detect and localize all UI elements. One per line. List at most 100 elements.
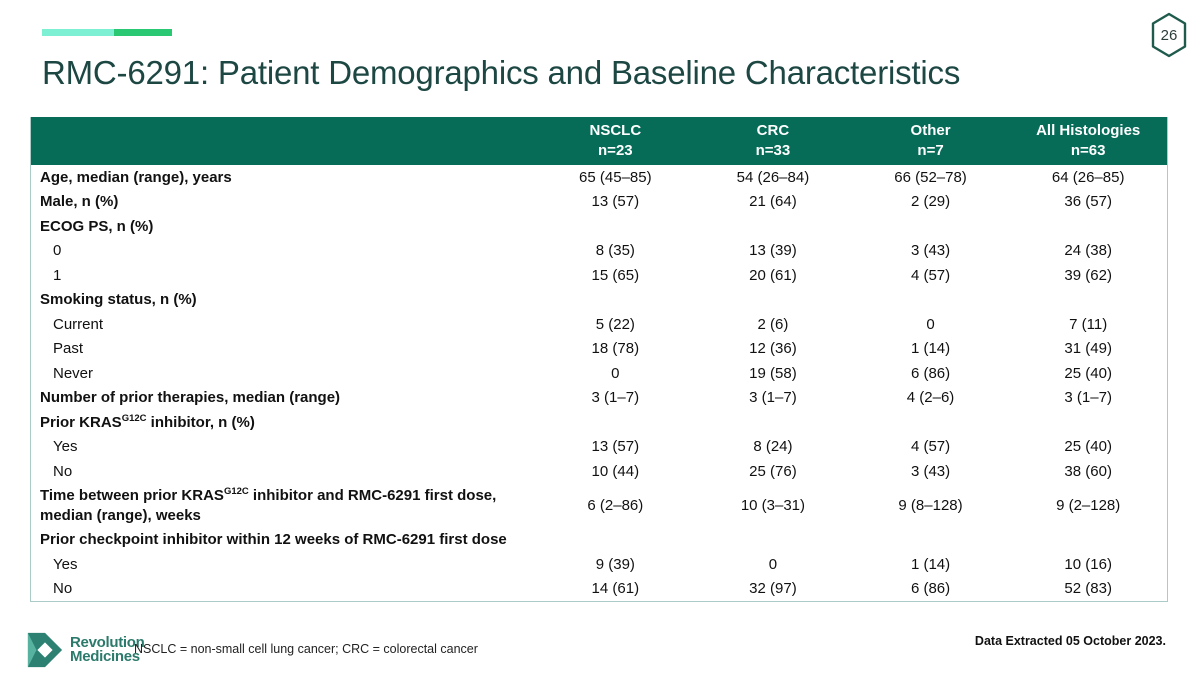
footnote: NSCLC = non-small cell lung cancer; CRC … (134, 642, 478, 656)
cell-value: 12 (36) (749, 340, 797, 357)
cell-value: 20 (61) (749, 266, 797, 284)
row-label: Prior checkpoint inhibitor within 12 wee… (40, 531, 507, 548)
row-label: Male, n (%) (40, 193, 119, 210)
cell-value: 25 (76) (749, 462, 797, 480)
table-row: Current 5 (22) 2 (6) 0 7 (11) (31, 312, 1167, 337)
hexagon-outline-icon (1151, 12, 1187, 58)
cell-value: 15 (65) (591, 266, 640, 284)
cell-value (537, 288, 695, 313)
table-row: No 10 (44) 25 (76) 3 (43) 38 (60) (31, 459, 1167, 484)
cell-value: 10 (16) (1064, 555, 1112, 573)
column-header: CRC n=33 (694, 117, 852, 165)
row-label: No (53, 462, 73, 480)
row-label: 1 (53, 266, 62, 284)
cell-value: 54 (26–84) (736, 168, 810, 186)
cell-value (852, 288, 1010, 313)
cell-value (1009, 528, 1167, 553)
cell-value: 66 (52–78) (894, 168, 967, 186)
cell-value: 7 (11) (1069, 315, 1108, 333)
row-label: No (53, 580, 73, 597)
cell-value: 3 (1–7) (591, 389, 640, 406)
cell-value: 9 (2–128) (1056, 496, 1121, 514)
cell-value: 4 (57) (910, 438, 951, 455)
cell-value: 0 (926, 315, 935, 333)
table-header: NSCLC n=23 CRC n=33 Other n=7 All Histologies n… (31, 117, 1167, 165)
row-label: Number of prior therapies, median (range… (40, 389, 341, 406)
revolution-medicines-arrow-icon (27, 632, 63, 668)
cell-value: 52 (83) (1064, 580, 1112, 597)
cell-value: 19 (58) (749, 364, 797, 382)
column-header-empty (31, 117, 537, 165)
cell-value: 2 (6) (757, 315, 789, 333)
column-header: NSCLC n=23 (536, 117, 695, 165)
cell-value (694, 528, 852, 553)
row-label: Prior KRASG12C inhibitor, n (%) (40, 412, 255, 431)
cell-value: 8 (35) (595, 242, 635, 259)
table-row: Male, n (%) 13 (57) 21 (64) 2 (29) 36 (57) (31, 190, 1167, 215)
cell-value: 4 (2–6) (906, 389, 955, 406)
logo-text: Revolution Medicines (70, 633, 145, 665)
cell-value: 36 (57) (1064, 193, 1112, 210)
cell-value: 31 (49) (1064, 340, 1112, 357)
row-label: 0 (53, 242, 62, 259)
cell-value: 0 (768, 555, 778, 573)
cell-value (537, 528, 695, 553)
table-row: Number of prior therapies, median (range… (31, 386, 1167, 411)
row-label: Current (53, 315, 104, 333)
cell-value: 5 (22) (595, 315, 635, 333)
cell-value: 13 (57) (591, 438, 640, 455)
cell-value: 3 (1–7) (749, 389, 797, 406)
accent-bar (42, 29, 172, 36)
table-row: Age, median (range), years 65 (45–85) 54 (… (31, 165, 1167, 190)
cell-value: 21 (64) (749, 193, 797, 210)
table-row: Prior checkpoint inhibitor within 12 wee… (31, 528, 1167, 553)
cell-value: 6 (86) (910, 364, 951, 382)
cell-value: 39 (62) (1064, 266, 1112, 284)
table-row: Yes 9 (39) 0 1 (14) 10 (16) (31, 552, 1167, 577)
row-label: Yes (53, 438, 78, 455)
logo-line1: Revolution (70, 633, 145, 651)
cell-value: 3 (43) (910, 242, 951, 259)
accent-bar-green-segment (113, 29, 172, 36)
table-row: Smoking status, n (%) (31, 288, 1167, 313)
row-label: Age, median (range), years (40, 168, 232, 186)
cell-value: 6 (86) (910, 580, 951, 597)
row-label: ECOG PS, n (%) (40, 217, 154, 235)
data-extracted-note: Data Extracted 05 October 2023. (974, 634, 1166, 648)
cell-value: 25 (40) (1064, 364, 1112, 382)
cell-value (694, 214, 852, 239)
cell-value: 14 (61) (591, 580, 640, 597)
cell-value: 4 (57) (910, 266, 951, 284)
cell-value (852, 410, 1010, 435)
accent-bar-mint-segment (42, 29, 114, 36)
cell-value: 1 (14) (910, 555, 951, 573)
cell-value: 1 (14) (910, 340, 951, 357)
cell-value (852, 214, 1010, 239)
cell-value: 9 (8–128) (898, 496, 963, 514)
cell-value: 3 (1–7) (1064, 389, 1112, 406)
cell-value (694, 410, 852, 435)
demographics-table-container: NSCLC n=23 CRC n=33 Other n=7 All Histologies n… (30, 117, 1168, 602)
cell-value: 65 (45–85) (579, 168, 652, 186)
cell-value (1009, 410, 1167, 435)
table-row: ECOG PS, n (%) (31, 214, 1167, 239)
table-row: 0 8 (35) 13 (39) 3 (43) 24 (38) (31, 239, 1167, 264)
cell-value: 64 (26–85) (1051, 168, 1125, 186)
cell-value: 10 (44) (591, 462, 640, 480)
cell-value (537, 214, 695, 239)
cell-value: 13 (57) (591, 193, 640, 210)
cell-value: 25 (40) (1064, 438, 1112, 455)
page-title: RMC-6291: Patient Demographics and Basel… (42, 54, 961, 91)
row-label: Smoking status, n (%) (40, 291, 197, 308)
column-header: All Histologies n=63 (1009, 117, 1167, 165)
cell-value: 10 (3–31) (740, 496, 806, 514)
table-row: Time between prior KRASG12C inhibitor an… (31, 484, 1167, 528)
company-logo: Revolution Medicines (26, 631, 145, 669)
row-label: Past (53, 340, 84, 357)
table-row: Past 18 (78) 12 (36) 1 (14) 31 (49) (31, 337, 1167, 362)
row-label: Yes (53, 555, 78, 573)
cell-value: 2 (29) (910, 193, 951, 210)
cell-value: 6 (2–86) (587, 496, 644, 514)
table-body: Age, median (range), years 65 (45–85) 54 (… (31, 165, 1167, 601)
